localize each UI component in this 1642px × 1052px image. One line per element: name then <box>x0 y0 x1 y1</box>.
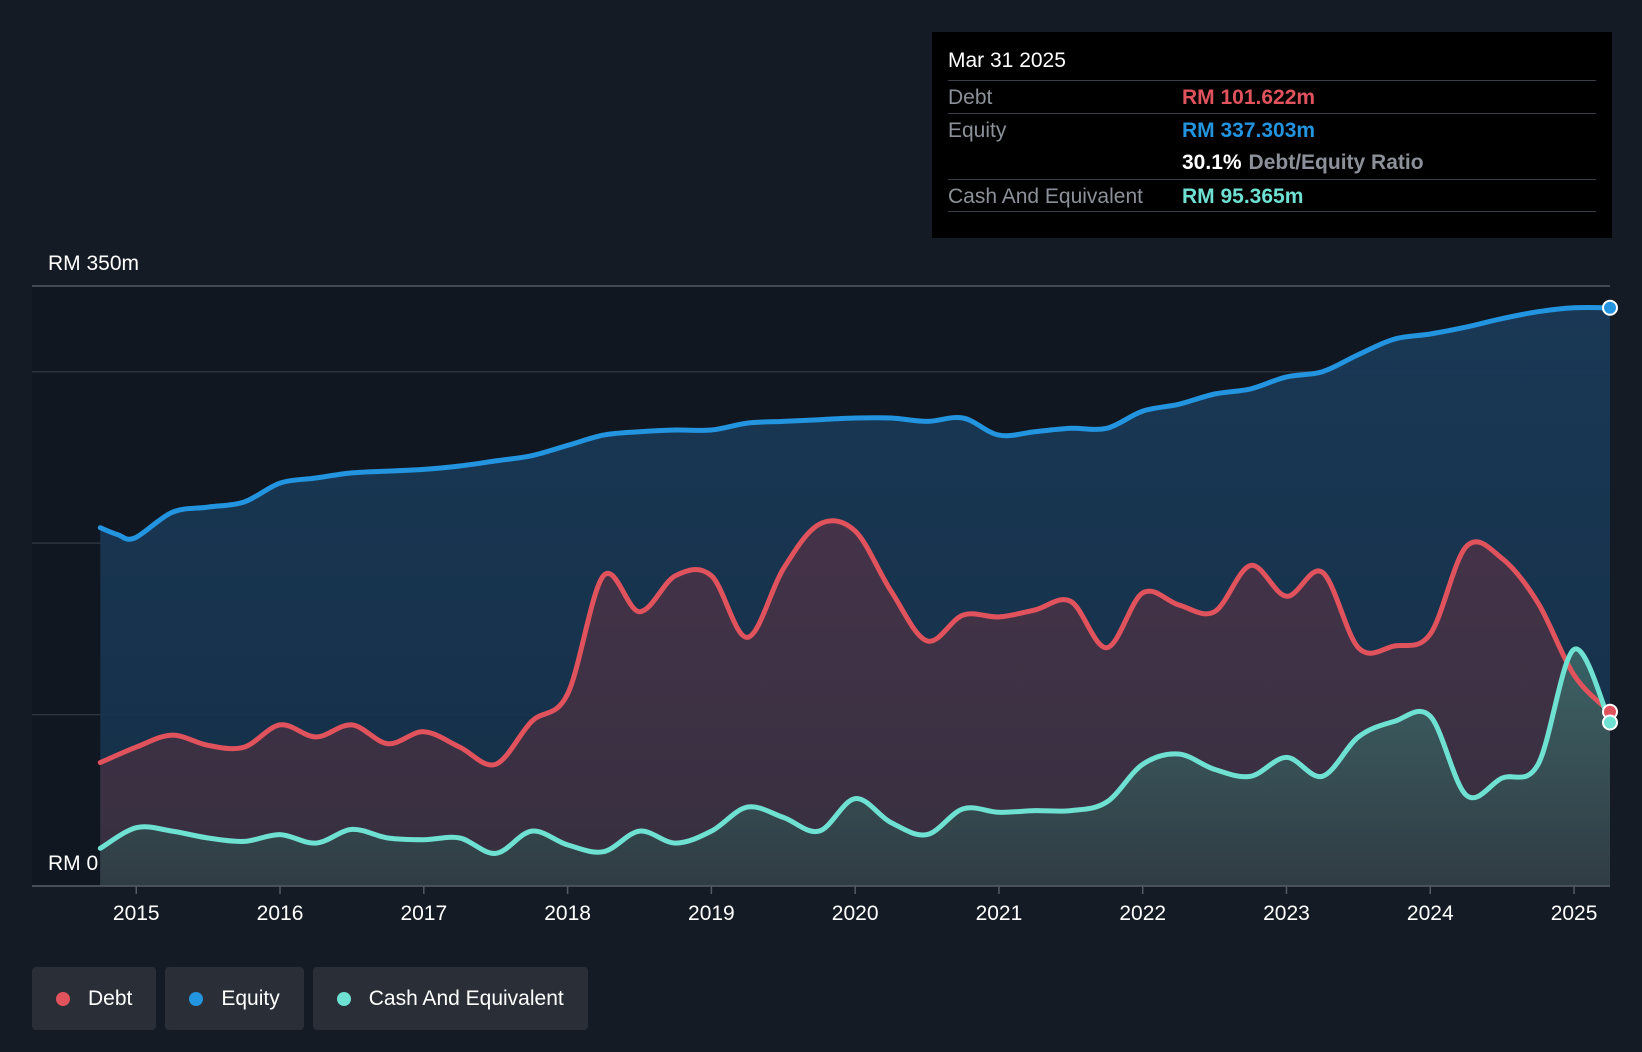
x-tick-label: 2019 <box>688 902 735 925</box>
tooltip-row-ratio: 30.1% Debt/Equity Ratio <box>948 146 1596 179</box>
tooltip-debt-label: Debt <box>948 86 993 109</box>
y-axis-bottom-label: RM 0 <box>48 852 98 875</box>
tooltip-cash-value: RM 95.365m <box>1182 185 1304 208</box>
tooltip-ratio-label: Debt/Equity Ratio <box>1248 151 1424 174</box>
equity-line <box>97 304 1613 542</box>
x-tick-label: 2024 <box>1407 902 1454 925</box>
marker-layer <box>1602 299 1618 731</box>
cash-and-equivalent-end-marker <box>1602 714 1618 731</box>
tooltip-debt-value: RM 101.622m <box>1182 86 1316 109</box>
cash-dot-icon <box>336 991 351 1006</box>
legend-label-equity: Equity <box>221 986 280 1010</box>
hover-tooltip: Mar 31 2025 Debt RM 101.622m Equity RM 3… <box>932 32 1612 238</box>
legend-item-debt[interactable]: Debt <box>32 967 157 1030</box>
x-tick-label: 2021 <box>976 902 1023 925</box>
legend-item-equity[interactable]: Equity <box>165 967 304 1030</box>
x-tick-label: 2017 <box>400 902 447 925</box>
x-tick-label: 2016 <box>257 902 304 925</box>
x-tick-label: 2025 <box>1551 902 1598 925</box>
cash-and-equivalent-line <box>97 646 1613 856</box>
x-tick-label: 2015 <box>113 902 160 925</box>
tooltip-cash-label: Cash And Equivalent <box>948 185 1143 208</box>
legend-label-cash: Cash And Equivalent <box>368 986 564 1010</box>
debt-line <box>97 518 1613 768</box>
equity-dot-icon <box>189 991 204 1006</box>
tooltip-row-debt: Debt RM 101.622m <box>948 80 1596 113</box>
axis-layer: RM 350m RM 0 2015 2016 2017 2018 2019 2020 2021 2… <box>32 252 1610 925</box>
y-axis-top-label: RM 350m <box>48 252 139 275</box>
x-tick-label: 2020 <box>832 902 879 925</box>
tooltip-row-cash: Cash And Equivalent RM 95.365m <box>948 179 1596 212</box>
legend-label-debt: Debt <box>88 986 133 1010</box>
x-tick-label: 2023 <box>1263 902 1310 925</box>
chart-legend: Debt Equity Cash And Equivalent <box>32 967 588 1030</box>
tooltip-row-equity: Equity RM 337.303m <box>948 113 1596 146</box>
cash-and-equivalent-area <box>100 648 1610 886</box>
debt-dot-icon <box>56 991 70 1006</box>
tooltip-date: Mar 31 2025 <box>948 49 1066 72</box>
tooltip-ratio-value: 30.1% <box>1182 151 1242 174</box>
tooltip-equity-label: Equity <box>948 119 1007 142</box>
legend-item-cash[interactable]: Cash And Equivalent <box>312 967 588 1030</box>
x-tick-label: 2018 <box>544 902 591 925</box>
area-layer <box>100 307 1610 886</box>
equity-end-marker <box>1602 299 1618 316</box>
tooltip-equity-value: RM 337.303m <box>1182 119 1316 142</box>
x-tick-label: 2022 <box>1119 902 1166 925</box>
line-layer <box>97 304 1613 856</box>
